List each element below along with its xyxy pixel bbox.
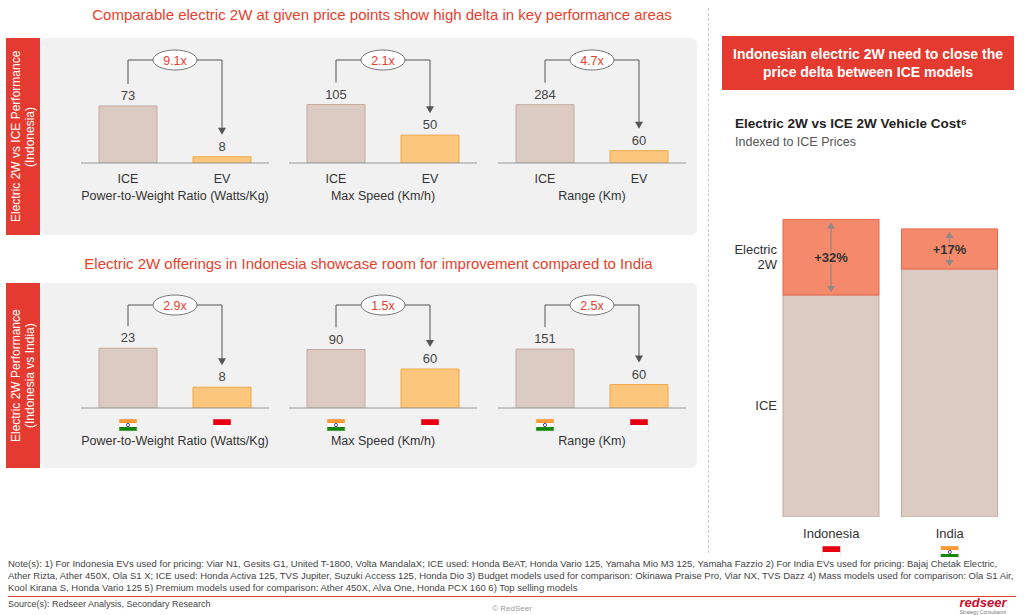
html-text:© RedSeer: © RedSeer — [492, 604, 532, 613]
svg-text:73: 73 — [121, 88, 135, 103]
svg-text:EV: EV — [422, 172, 439, 186]
svg-text:2.5x: 2.5x — [580, 299, 604, 313]
svg-text:India: India — [936, 526, 965, 541]
svg-text:ICE: ICE — [535, 172, 556, 186]
html-text:Electric 2W offerings in Indon: Electric 2W offerings in Indonesia showc… — [84, 255, 653, 272]
html-text:Electric 2W Performance (Indon: Electric 2W Performance (Indonesia vs In… — [9, 309, 37, 442]
svg-text:23: 23 — [121, 330, 135, 345]
svg-text:EV: EV — [631, 172, 648, 186]
svg-text:ICE: ICE — [118, 172, 139, 186]
svg-text:60: 60 — [632, 133, 646, 148]
svg-text:EV: EV — [214, 172, 231, 186]
svg-text:+17%: +17% — [933, 242, 967, 257]
html-text:Range (Km): Range (Km) — [558, 189, 626, 203]
svg-text:Electric2W: Electric2W — [734, 242, 777, 272]
html-text:Indexed to ICE Prices: Indexed to ICE Prices — [735, 135, 856, 149]
svg-text:8: 8 — [218, 139, 225, 154]
html-text:Power-to-Weight Ratio (Watts/K: Power-to-Weight Ratio (Watts/Kg) — [81, 434, 269, 448]
html-text:Power-to-Weight Ratio (Watts/K: Power-to-Weight Ratio (Watts/Kg) — [81, 189, 269, 203]
svg-text:2.9x: 2.9x — [163, 299, 187, 313]
html-text:Range (Km): Range (Km) — [558, 434, 626, 448]
svg-text:4.7x: 4.7x — [580, 54, 604, 68]
svg-text:60: 60 — [632, 367, 646, 382]
html-text:Strategy Consultants: Strategy Consultants — [959, 609, 1007, 615]
svg-text:ICE: ICE — [755, 398, 777, 413]
html-text:Max Speed (Km/h): Max Speed (Km/h) — [330, 189, 436, 203]
svg-text:+32%: +32% — [814, 250, 848, 265]
html-text:Max Speed (Km/h): Max Speed (Km/h) — [330, 434, 436, 448]
svg-text:9.1x: 9.1x — [163, 54, 187, 68]
html-text:Indonesian electric 2W need to: Indonesian electric 2W need to close the… — [733, 46, 1003, 80]
svg-text:105: 105 — [325, 87, 347, 102]
svg-text:90: 90 — [329, 332, 343, 347]
html-text:Comparable electric 2W at give: Comparable electric 2W at given price po… — [92, 6, 672, 23]
html-text:Note(s): 1) For Indonesia EVs: Note(s): 1) For Indonesia EVs used for p… — [8, 558, 1014, 593]
svg-text:ICE: ICE — [326, 172, 347, 186]
svg-text:284: 284 — [534, 87, 556, 102]
html-text:redseer: redseer — [959, 595, 1007, 610]
svg-text:1.5x: 1.5x — [371, 299, 395, 313]
svg-text:2.1x: 2.1x — [371, 54, 395, 68]
svg-text:151: 151 — [534, 331, 556, 346]
svg-text:8: 8 — [218, 369, 225, 384]
html-text:Electric 2W vs ICE Performance: Electric 2W vs ICE Performance (Indonesi… — [9, 50, 37, 223]
svg-text:50: 50 — [423, 117, 437, 132]
svg-text:Indonesia: Indonesia — [803, 526, 860, 541]
svg-text:60: 60 — [423, 351, 437, 366]
html-text:Source(s): Redseer Analysis, S: Source(s): Redseer Analysis, Secondary R… — [8, 599, 211, 609]
html-text:Electric 2W vs ICE 2W Vehicle: Electric 2W vs ICE 2W Vehicle Cost⁶ — [735, 116, 968, 131]
